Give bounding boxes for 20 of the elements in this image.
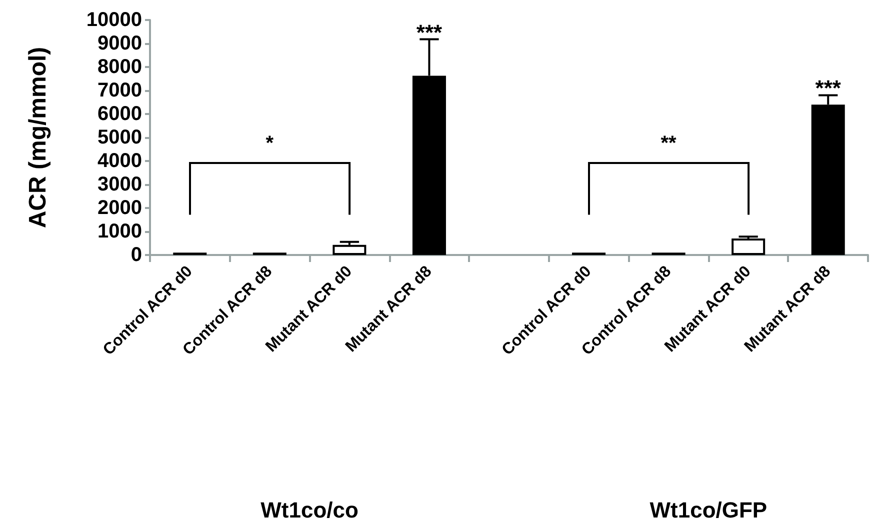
- y-axis-title: ACR (mg/mmol): [24, 46, 52, 228]
- annotation: ***: [815, 76, 842, 101]
- y-tick-label: 10000: [86, 9, 142, 31]
- y-tick-label: 0: [130, 244, 142, 266]
- y-tick-label: 9000: [98, 32, 142, 54]
- y-tick-label: 5000: [98, 126, 142, 148]
- annotation: *: [266, 132, 274, 154]
- annotation: **: [660, 132, 677, 154]
- text: Wt1co/co: [260, 498, 358, 522]
- y-tick-label: 6000: [98, 103, 142, 125]
- text: Wt1co/GFP: [650, 498, 768, 522]
- y-tick-label: 4000: [98, 150, 142, 172]
- y-tick-label: 3000: [98, 174, 142, 196]
- bar: [332, 244, 366, 255]
- bar: [732, 238, 766, 255]
- y-tick-label: 7000: [98, 80, 142, 102]
- annotation: ***: [416, 20, 442, 45]
- y-tick-label: 8000: [98, 56, 142, 78]
- y-tick-label: 2000: [98, 197, 142, 219]
- y-tick-label: 1000: [98, 220, 142, 242]
